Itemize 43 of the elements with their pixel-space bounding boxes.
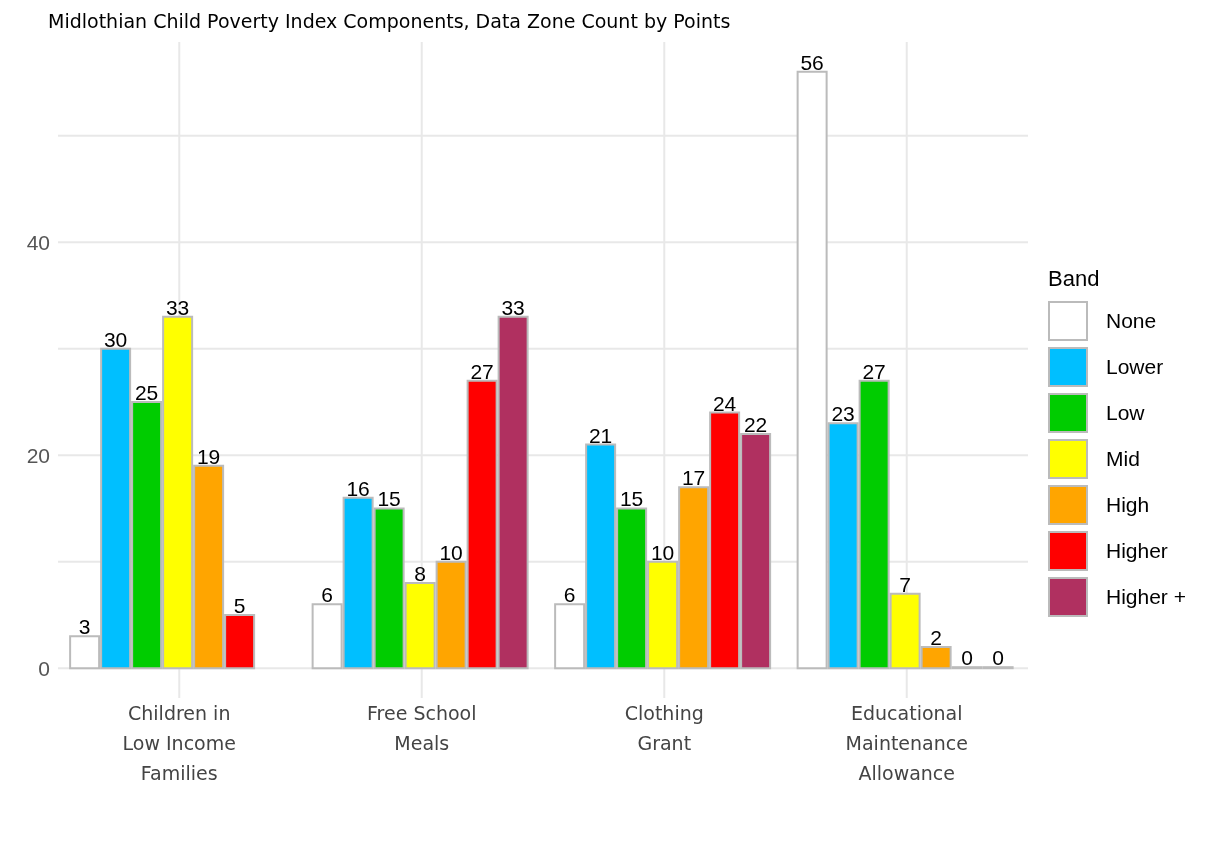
data-label: 3 (78, 615, 91, 639)
data-label: 19 (196, 444, 221, 468)
x-tick-label: Educational Maintenance Allowance (845, 702, 968, 784)
legend-label: Lower (1106, 355, 1164, 379)
legend-label: Mid (1106, 447, 1140, 471)
data-label: 10 (650, 540, 675, 564)
data-label: 0 (961, 646, 973, 670)
data-label: 22 (743, 412, 768, 436)
legend-title: Band (1048, 266, 1101, 292)
data-label: 7 (899, 572, 911, 596)
data-label: 25 (134, 380, 159, 404)
data-label: 27 (862, 359, 886, 383)
data-label: 16 (346, 476, 370, 500)
data-label: 33 (501, 295, 525, 319)
data-label: 21 (588, 423, 613, 447)
data-label: 15 (377, 487, 401, 511)
data-label: 10 (439, 540, 463, 564)
x-tick-label: Clothing Grant (624, 702, 704, 754)
data-label: 8 (414, 561, 426, 585)
chart-title: Midlothian Child Poverty Index Components, Data Zone Count by Points (48, 10, 731, 32)
legend-label: Low (1106, 401, 1145, 425)
data-label: 5 (233, 593, 246, 617)
data-label: 30 (103, 327, 128, 351)
legend-label: Higher (1106, 539, 1168, 563)
data-label: 27 (470, 359, 494, 383)
legend-label: High (1106, 493, 1150, 517)
data-label: 6 (563, 583, 576, 607)
x-tick-label: Free School Meals (367, 702, 477, 754)
x-tick-label: Children in Low Income Families (122, 702, 236, 784)
data-label: 23 (831, 402, 855, 426)
y-tick-label: 20 (26, 443, 50, 467)
data-label: 24 (712, 391, 737, 415)
legend-label: Higher + (1106, 585, 1186, 609)
y-tick-label: 40 (26, 230, 50, 254)
data-label: 56 (800, 50, 824, 74)
data-label: 6 (321, 583, 333, 607)
y-tick-label: 0 (38, 656, 50, 680)
data-label: 15 (619, 487, 644, 511)
data-label: 2 (930, 625, 942, 649)
legend-label: None (1106, 309, 1157, 333)
data-label: 0 (992, 646, 1004, 670)
data-label: 17 (681, 466, 706, 490)
data-label: 33 (165, 295, 190, 319)
